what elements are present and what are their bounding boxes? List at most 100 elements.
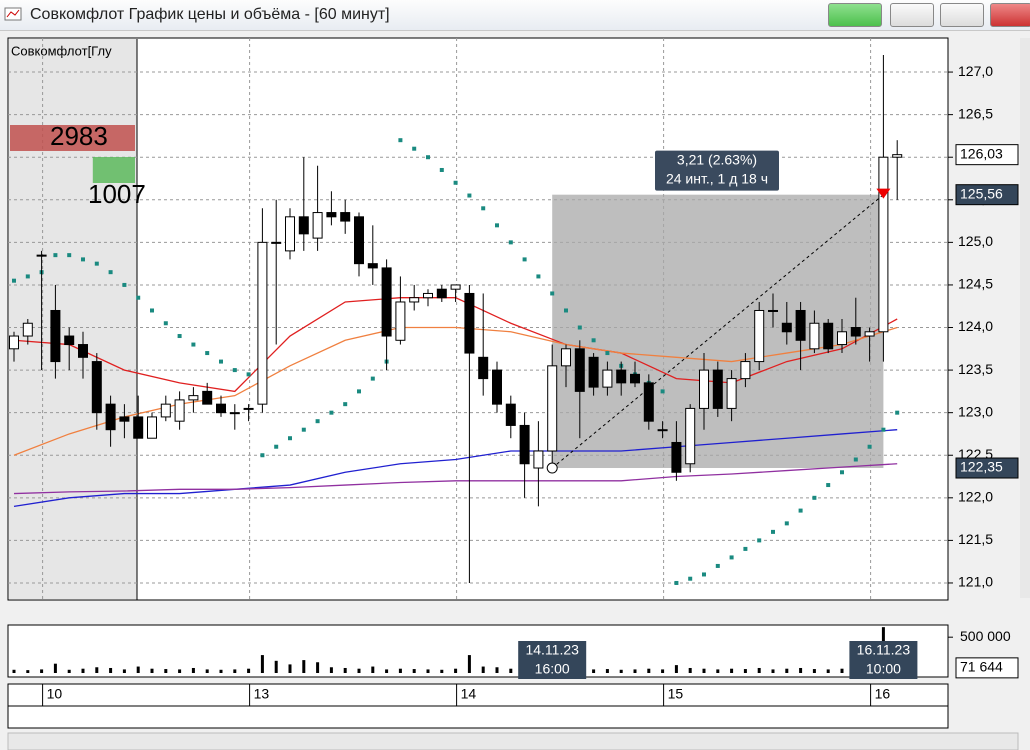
candle-body	[243, 407, 254, 410]
sar-dot	[81, 257, 85, 262]
day-label: 13	[254, 686, 270, 702]
sar-dot	[122, 282, 127, 287]
date-tag-time: 16:00	[535, 661, 570, 677]
sar-dot	[94, 261, 99, 266]
maximize-button[interactable]	[940, 3, 984, 27]
sar-dot	[315, 419, 320, 424]
indicator-line	[13, 429, 898, 507]
candle-body	[754, 309, 765, 363]
sar-dot	[439, 167, 444, 172]
volume-bar	[260, 655, 264, 673]
sar-dot	[702, 572, 706, 577]
profile-bar	[92, 157, 135, 183]
volume-bar	[67, 669, 71, 673]
sar-dot	[260, 453, 265, 458]
candle-body	[188, 395, 199, 401]
candle-body	[216, 403, 226, 414]
candle-body	[712, 369, 723, 409]
indicator-line	[13, 463, 898, 495]
volume-bar	[136, 666, 140, 673]
sar-dot	[591, 338, 596, 343]
volume-bar	[426, 669, 430, 673]
volume-bar	[454, 668, 458, 673]
candle-body	[464, 292, 475, 354]
sar-dot	[453, 180, 458, 185]
candle-body	[229, 412, 240, 415]
candle-body	[588, 356, 599, 388]
h-scrollbar[interactable]	[7, 732, 1019, 750]
sar-dot	[412, 146, 417, 151]
link-button[interactable]	[828, 3, 882, 27]
volume-bar	[316, 662, 320, 673]
candle-body	[809, 322, 820, 350]
sar-dot	[481, 206, 486, 211]
title-bar: Совкомфлот График цены и объёма - [60 ми…	[0, 0, 1030, 31]
volume-bar	[785, 668, 789, 673]
date-tag-time: 10:00	[866, 661, 901, 677]
volume-bar	[592, 669, 596, 673]
sar-dot	[288, 436, 292, 441]
sar-dot	[301, 427, 306, 432]
volume-bar	[398, 668, 402, 673]
chart: Совкомфлот[Глу 121,0121,5122,0122,5123,0…	[7, 37, 1030, 750]
candle-body	[671, 441, 682, 473]
close-button[interactable]	[990, 3, 1030, 27]
sar-dot	[798, 508, 803, 513]
volume-bar	[633, 669, 637, 673]
measure-end	[876, 188, 891, 199]
volume-bar	[302, 660, 306, 673]
volume-bar	[757, 667, 761, 673]
volume-bar	[702, 668, 706, 673]
volume-bar	[674, 665, 678, 673]
candle-body	[395, 301, 406, 341]
volume-bar	[178, 669, 182, 673]
sar-dot	[812, 495, 817, 500]
day-label: 15	[668, 686, 684, 702]
sar-dot	[246, 372, 251, 377]
window-title: Совкомфлот График цены и объёма - [60 ми…	[30, 6, 390, 23]
sar-dot	[232, 368, 237, 373]
date-tag-date: 14.11.23	[525, 642, 579, 658]
volume-bar	[26, 670, 30, 673]
candle-body	[837, 331, 847, 346]
sar-dot	[605, 351, 610, 356]
sar-dot	[715, 563, 720, 568]
v-scrollbar[interactable]	[1020, 38, 1030, 598]
volume-bar	[412, 669, 416, 673]
measure-label: 3,21 (2.63%)	[677, 151, 757, 167]
sar-dot	[881, 427, 886, 432]
volume-bar	[205, 669, 209, 673]
y-tick-label: 123,0	[958, 403, 993, 419]
volume-bar	[95, 667, 99, 673]
candle-body	[768, 309, 778, 312]
price-tag-label: 126,03	[960, 145, 1003, 161]
sar-dot	[357, 389, 361, 394]
candle-body	[864, 331, 875, 337]
volume-bar	[730, 668, 734, 673]
sar-dot	[826, 483, 831, 488]
candle-body	[257, 241, 268, 405]
volume-bar	[164, 669, 168, 673]
candle-body	[795, 309, 806, 341]
volume-bar	[481, 666, 485, 673]
candle-body	[22, 322, 33, 337]
volume-bar	[716, 669, 720, 673]
candle-body	[630, 373, 640, 384]
measure-sublabel: 24 инт., 1 д 18 ч	[666, 170, 768, 186]
sar-dot	[853, 457, 858, 462]
sar-dot	[688, 576, 693, 581]
instrument-label: Совкомфлот[Глу	[11, 43, 112, 58]
sar-dot	[191, 342, 196, 347]
y-tick-label: 121,5	[958, 531, 993, 547]
candle-body	[781, 322, 792, 333]
sar-dot	[274, 444, 279, 449]
sar-dot	[840, 470, 844, 475]
day-label: 10	[47, 686, 63, 702]
candle-body	[78, 344, 88, 358]
date-tag-date: 16.11.23	[857, 642, 911, 658]
y-tick-label: 126,5	[958, 105, 993, 121]
y-tick-label: 122,0	[958, 489, 993, 505]
minimize-button[interactable]	[890, 3, 934, 27]
volume-tag	[955, 657, 1019, 679]
candle-body	[505, 403, 516, 426]
